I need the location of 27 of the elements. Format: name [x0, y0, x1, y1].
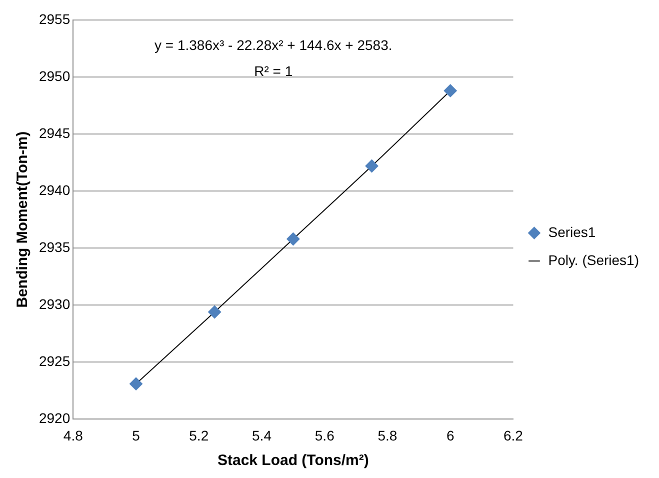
annotation: R² = 1 — [254, 62, 293, 79]
y-tick-label: 2940 — [38, 182, 70, 198]
y-tick-label: 2935 — [38, 238, 70, 255]
point — [208, 305, 222, 318]
x-tick-label: 5.4 — [252, 427, 272, 444]
x-tick-label: 5.2 — [189, 427, 209, 444]
y-tick-label: 2920 — [38, 410, 70, 426]
y-tick-label: 2925 — [38, 353, 70, 370]
y-axis-title: Bending Moment(Ton-m) — [14, 131, 32, 308]
x-tick-label: 5.6 — [314, 427, 335, 444]
legend-label: Series1 — [548, 224, 596, 240]
point — [365, 159, 378, 172]
point — [444, 84, 457, 98]
y-tick-label: 2930 — [38, 296, 70, 312]
x-axis-title: Stack Load (Tons/m²) — [217, 452, 369, 470]
x-tick-label: 5 — [132, 427, 140, 444]
y-tick-label: 2945 — [38, 124, 70, 141]
point — [286, 232, 300, 246]
y-tick-label: 2955 — [38, 10, 70, 27]
y-tick-label: 2950 — [38, 68, 70, 84]
legend-label: Poly. (Series1) — [548, 252, 640, 268]
x-tick-label: 5.8 — [378, 427, 398, 444]
x-tick-label: 6.2 — [504, 427, 524, 444]
x-tick-label: 4.8 — [63, 427, 84, 444]
annotation: y = 1.386x³ - 22.28x² + 144.6x + 2583. — [154, 36, 392, 53]
point — [130, 377, 143, 390]
x-tick-label: 6 — [446, 427, 454, 444]
